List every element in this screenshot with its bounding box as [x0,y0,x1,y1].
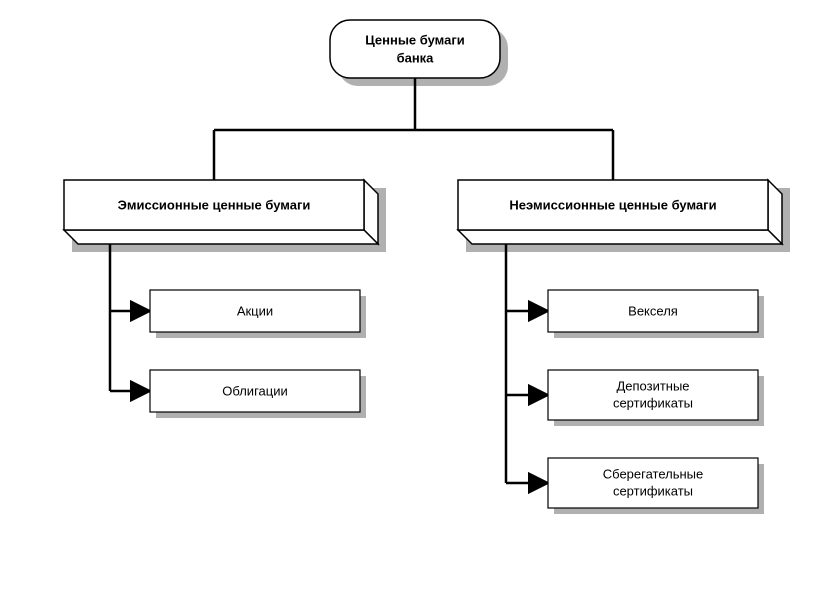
root-node [330,20,500,78]
leaf-label-bonds: Облигации [222,383,287,398]
branch-nonemissive-bottom [458,230,782,244]
leaf-label-stocks: Акции [237,303,273,318]
leaf-label-bills: Векселя [628,303,678,318]
branch-label-nonemissive: Неэмиссионные ценные бумаги [509,197,716,212]
leaf-label1-deposit_certs: Депозитные [616,378,689,393]
diagram-canvas: Ценные бумаги банка Эмиссионные ценные бум… [0,0,830,591]
root-label-line2: банка [397,50,435,65]
branch-label-emissive: Эмиссионные ценные бумаги [118,197,311,212]
root-label-line1: Ценные бумаги [365,32,465,47]
leaf-label2-savings_certs: сертификаты [613,483,693,498]
leaf-label1-savings_certs: Сберегательные [603,466,704,481]
leaf-label2-deposit_certs: сертификаты [613,395,693,410]
branch-emissive-bottom [64,230,378,244]
